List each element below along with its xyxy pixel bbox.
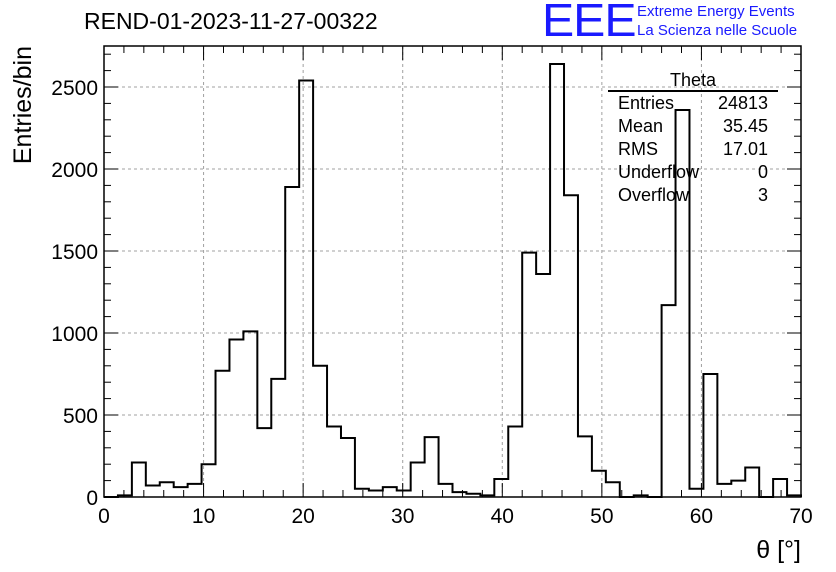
histogram-bin — [439, 484, 453, 497]
y-tick-label: 500 — [63, 405, 98, 428]
histogram-bin — [327, 426, 341, 497]
histogram-bin — [243, 331, 257, 497]
plot-frame — [103, 45, 802, 498]
histogram-bin — [578, 436, 592, 497]
stats-row-mean: Mean 35.45 — [611, 115, 775, 138]
x-tick-label: 40 — [491, 505, 514, 528]
x-tick-label: 70 — [789, 505, 812, 528]
logo-line-1: Extreme Energy Events — [637, 3, 795, 20]
stats-row-entries: Entries 24813 — [611, 92, 775, 115]
histogram-bin — [271, 379, 285, 497]
histogram-bin — [299, 80, 313, 497]
histogram-bin — [383, 487, 397, 497]
histogram-bin — [174, 487, 188, 497]
stats-label: Overflow — [618, 185, 690, 205]
histogram-bin — [160, 482, 174, 497]
histogram-bin — [536, 274, 550, 497]
y-tick-label: 1000 — [51, 323, 98, 346]
histogram-bin — [550, 64, 564, 497]
x-tick-label: 0 — [98, 505, 110, 528]
histogram-bin — [216, 371, 230, 497]
eee-logo: EEE Extreme Energy Events La Scienza nel… — [542, 0, 797, 44]
eee-logo-text: Extreme Energy Events La Scienza nelle S… — [637, 2, 797, 40]
histogram-bin — [731, 481, 745, 497]
histogram-bin — [313, 366, 327, 497]
axis-ticks — [103, 46, 802, 498]
histogram-bin — [494, 479, 508, 497]
histogram-bin — [188, 484, 202, 497]
stats-value: 24813 — [717, 93, 768, 113]
logo-line-2: La Scienza nelle Scuole — [637, 22, 798, 39]
histogram-bin — [522, 253, 536, 497]
histogram-bin — [229, 340, 243, 497]
y-tick-label: 2500 — [51, 77, 98, 100]
x-tick-label: 50 — [590, 505, 613, 528]
histogram-series — [104, 63, 802, 498]
histogram-bin — [592, 471, 606, 497]
histogram-bin — [146, 486, 160, 497]
plot-title: REND-01-2023-11-27-00322 — [84, 8, 378, 34]
histogram-bin — [355, 489, 369, 497]
x-tick-label: 20 — [291, 505, 314, 528]
histogram-bin — [285, 187, 299, 497]
x-tick-label: 10 — [192, 505, 215, 528]
x-tick-label: 60 — [690, 505, 713, 528]
y-tick-label: 2000 — [51, 159, 98, 182]
stats-value: 3 — [757, 185, 768, 205]
histogram-bin — [341, 438, 355, 497]
histogram-bin — [662, 305, 676, 497]
stats-value: 17.01 — [722, 139, 768, 159]
histogram-bin — [717, 484, 731, 497]
histogram-bin — [508, 426, 522, 497]
y-axis-title: Entries/bin — [9, 46, 37, 164]
grid-lines — [104, 46, 801, 497]
stats-value: 35.45 — [722, 116, 768, 136]
histogram-bin — [745, 467, 759, 497]
y-tick-label: 0 — [86, 487, 98, 510]
histogram-bin — [257, 428, 271, 497]
histogram-bin — [425, 437, 439, 497]
x-tick-label: 30 — [391, 505, 414, 528]
stats-row-rms: RMS 17.01 — [611, 138, 775, 161]
y-tick-label: 1500 — [51, 241, 98, 264]
stats-row-overflow: Overflow 3 — [611, 184, 775, 207]
x-axis-title: θ [°] — [756, 536, 801, 564]
stats-box: Theta Entries 24813 Mean 35.45 RMS 17.01… — [608, 70, 778, 207]
stats-label: Underflow — [618, 162, 700, 182]
histogram-bin — [564, 195, 578, 497]
stats-title: Theta — [608, 70, 778, 92]
stats-label: Mean — [618, 116, 664, 136]
histogram-outline — [104, 63, 802, 498]
eee-logo-mark: EEE — [542, 0, 637, 46]
histogram-bin — [773, 479, 787, 497]
stats-label: Entries — [618, 93, 675, 113]
stats-row-underflow: Underflow 0 — [611, 161, 775, 184]
histogram-bin — [703, 374, 717, 497]
stats-value: 0 — [757, 162, 768, 182]
stats-label: RMS — [618, 139, 658, 159]
histogram-bin — [606, 482, 620, 497]
